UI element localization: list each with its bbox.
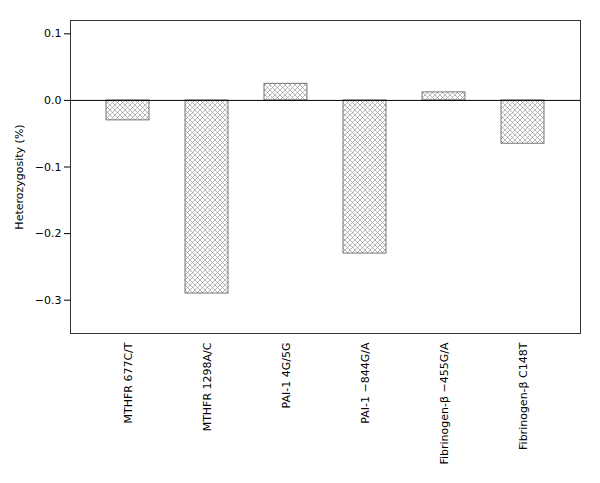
svg-text:−0.2: −0.2 [35,227,62,240]
svg-text:PAI-1 −844G/A: PAI-1 −844G/A [359,342,372,424]
svg-text:Fibrinogen-β C148T: Fibrinogen-β C148T [517,342,530,450]
svg-text:−0.1: −0.1 [35,161,62,174]
svg-text:0.0: 0.0 [44,94,62,107]
svg-text:0.1: 0.1 [44,27,62,40]
svg-text:MTHFR 677C/T: MTHFR 677C/T [122,342,135,423]
svg-text:Fibrinogen-β −455G/A: Fibrinogen-β −455G/A [438,342,451,464]
svg-text:Heterozygosity (%): Heterozygosity (%) [13,124,26,229]
svg-text:PAI-1 4G/5G: PAI-1 4G/5G [280,343,293,409]
svg-text:−0.3: −0.3 [35,294,62,307]
svg-text:MTHFR 1298A/C: MTHFR 1298A/C [201,342,214,431]
